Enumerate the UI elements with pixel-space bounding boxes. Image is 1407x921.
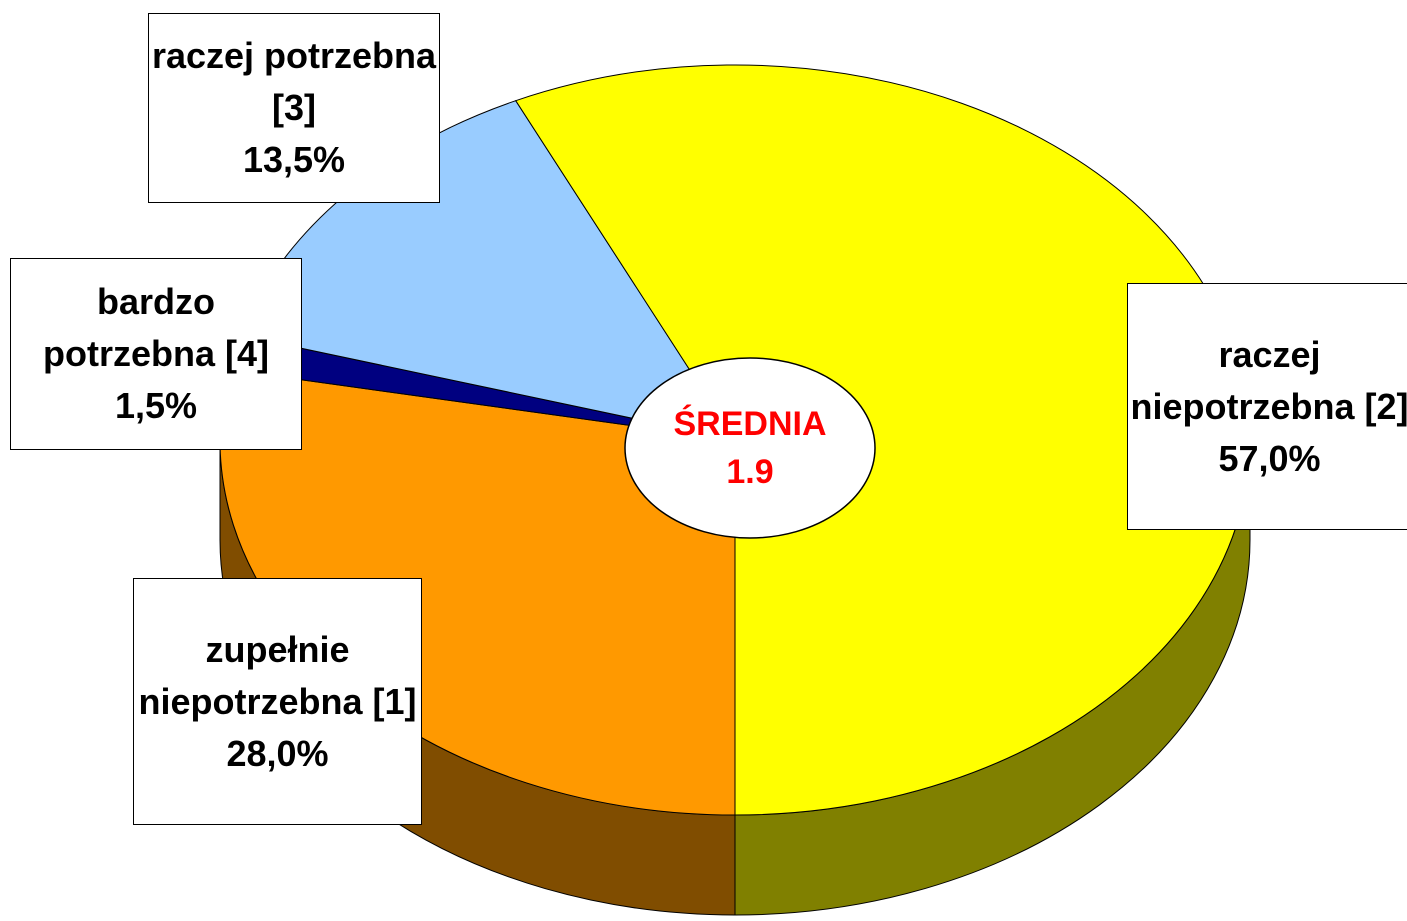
slice-label: raczej niepotrzebna [2] 57,0%: [1127, 283, 1407, 530]
category-label: zupełnie niepotrzebna [1]: [138, 628, 417, 722]
value-label: 1,5%: [114, 385, 198, 426]
value-label: 57,0%: [1218, 437, 1321, 479]
mean-annotation: ŚREDNIA 1.9: [625, 358, 875, 538]
slice-label: raczej potrzebna [3] 13,5%: [148, 13, 440, 203]
mean-label: ŚREDNIA: [673, 405, 827, 443]
slice-label: zupełnie niepotrzebna [1] 28,0%: [133, 578, 422, 825]
value-label: 13,5%: [242, 139, 346, 180]
category-label: raczej potrzebna [3]: [151, 35, 437, 128]
mean-ellipse: [624, 357, 876, 539]
mean-value: 1.9: [726, 453, 774, 491]
category-label: bardzo potrzebna [4]: [42, 281, 269, 374]
value-label: 28,0%: [226, 732, 329, 774]
slice-label: bardzo potrzebna [4] 1,5%: [10, 258, 302, 450]
category-label: raczej niepotrzebna [2]: [1130, 333, 1407, 427]
